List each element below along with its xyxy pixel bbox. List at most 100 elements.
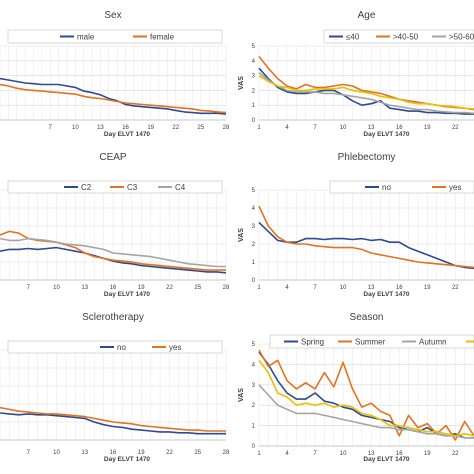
x-tick-label: 25: [198, 125, 205, 131]
chart-title: Sex: [104, 10, 121, 21]
x-tick-label: 4: [285, 285, 289, 291]
x-tick-label: 13: [368, 125, 375, 131]
legend-label: yes: [169, 343, 181, 352]
x-tick-label: 22: [166, 285, 173, 291]
x-tick-label: 19: [424, 451, 431, 457]
legend-box: [329, 180, 474, 194]
series-line-40-50: [258, 55, 474, 111]
x-tick-label: 19: [424, 125, 431, 131]
grid: [258, 189, 474, 281]
legend: ≤40 >40-50 >50-60: [323, 29, 474, 44]
y-tick-label: 1: [252, 260, 256, 266]
x-tick-label: 1: [257, 285, 261, 291]
x-tick-label: 7: [313, 451, 317, 457]
x-tick-label: 19: [138, 450, 145, 456]
legend: C2 C3 C4: [7, 180, 223, 194]
x-tick-label: 28: [223, 450, 230, 456]
x-tick-label: 16: [110, 450, 117, 456]
y-tick-label: 3: [252, 224, 256, 230]
x-tick-label: 1: [257, 451, 261, 457]
legend-label: Summer: [355, 338, 386, 347]
legend-box: [323, 29, 474, 44]
legend: male female: [7, 29, 223, 44]
grid: [0, 45, 227, 121]
x-tick-label: 25: [194, 285, 201, 291]
y-axis-label: VAS: [238, 388, 245, 402]
series-line-no: [0, 412, 226, 435]
x-tick-label: 1: [257, 125, 261, 131]
legend: no yes: [329, 180, 474, 194]
x-tick-label: 22: [452, 451, 459, 457]
series-line-yes: [0, 406, 226, 432]
y-tick-label: 2: [252, 88, 256, 94]
legend-label: yes: [449, 183, 461, 192]
y-tick-label: 0: [252, 444, 256, 450]
legend-label: C3: [127, 183, 138, 192]
x-tick-label: 7: [27, 285, 31, 291]
y-tick-label: 3: [252, 383, 256, 389]
x-tick-label: 25: [194, 450, 201, 456]
y-tick-label: 5: [252, 342, 256, 348]
x-axis-label: Day ELVT 1470: [104, 131, 151, 138]
x-tick-label: 16: [122, 125, 129, 131]
y-tick-label: 4: [252, 206, 256, 212]
x-tick-label: 22: [452, 285, 459, 291]
chart-title: Age: [358, 10, 376, 21]
x-tick-label: 28: [223, 125, 230, 131]
x-tick-label: 22: [452, 125, 459, 131]
series-line-male: [0, 77, 227, 115]
x-tick-label: 13: [97, 125, 104, 131]
x-tick-label: 7: [49, 125, 53, 131]
x-tick-label: 13: [81, 450, 88, 456]
legend-label: C2: [81, 183, 92, 192]
x-tick-label: 10: [53, 285, 60, 291]
series-line-60: [258, 74, 474, 110]
y-tick-label: 1: [252, 103, 256, 109]
legend-label: ≤40: [346, 33, 360, 42]
chart-panel-ceap: CEAP 7 10 13 16 19 22 25 28 Day ELVT 1470 C2 C3 C4: [0, 152, 230, 298]
chart-panel-sex: Sex 7 10 13 16 19 22 25 28 Day ELVT 1470 male femal…: [0, 10, 230, 138]
legend-box: [269, 334, 474, 349]
x-axis-label: Day ELVT 1470: [363, 131, 410, 138]
legend-label: >40-50: [393, 33, 419, 42]
x-tick-label: 4: [285, 125, 289, 131]
y-tick-label: 5: [252, 188, 256, 194]
series-line-c4: [0, 237, 226, 268]
series-line-40: [258, 67, 474, 115]
x-tick-label: 19: [138, 285, 145, 291]
grid: [258, 45, 474, 121]
y-tick-label: 2: [252, 403, 256, 409]
chart-title: CEAP: [99, 152, 127, 163]
x-axis-label: Day ELVT 1470: [363, 291, 410, 298]
x-tick-label: 16: [396, 285, 403, 291]
x-tick-label: 16: [110, 285, 117, 291]
legend-label: C4: [175, 183, 186, 192]
series-line-female: [0, 83, 227, 114]
chart-panel-sclerotherapy: Sclerotherapy 7 10 13 16 19 22 25 28 Day ELVT 147…: [0, 312, 230, 463]
chart-title: Phlebectomy: [338, 152, 396, 163]
x-axis-label: Day ELVT 1470: [104, 456, 151, 463]
series-line-50-60: [258, 71, 474, 115]
x-tick-label: 19: [424, 285, 431, 291]
series-line-autumn: [258, 384, 474, 439]
chart-title: Sclerotherapy: [82, 312, 144, 323]
x-tick-label: 10: [340, 125, 347, 131]
chart-title: Season: [350, 312, 384, 323]
x-tick-label: 13: [368, 285, 375, 291]
x-tick-label: 10: [72, 125, 79, 131]
grid: [0, 189, 227, 281]
legend-box: [7, 340, 223, 354]
legend-label: female: [150, 33, 175, 42]
y-axis-label: VAS: [238, 228, 245, 242]
x-tick-label: 7: [313, 125, 317, 131]
legend: SpringSummerAutumnWinter: [269, 334, 474, 349]
x-tick-label: 28: [223, 285, 230, 291]
x-tick-label: 4: [285, 451, 289, 457]
legend-label: male: [77, 33, 95, 42]
x-axis-label: Day ELVT 1470: [104, 291, 151, 298]
series-line-c2: [0, 246, 227, 274]
